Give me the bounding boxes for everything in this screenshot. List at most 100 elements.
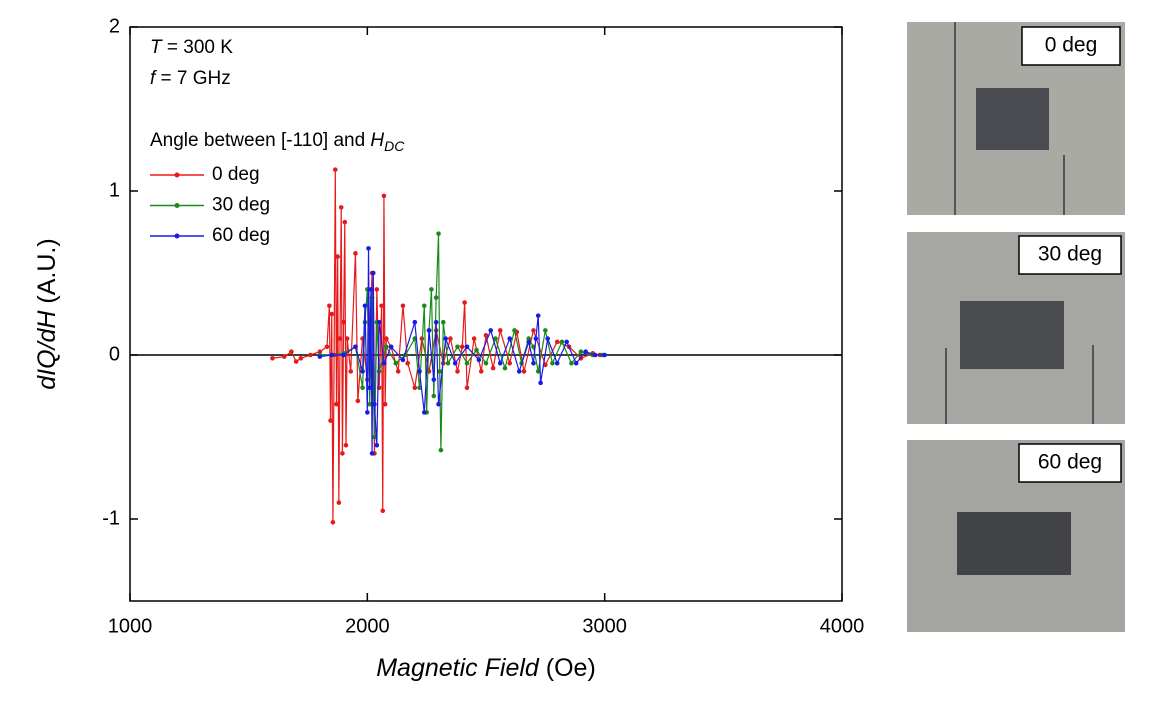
sample <box>957 512 1071 575</box>
legend-title: Angle between [-110] and HDC <box>150 130 405 154</box>
data-point <box>602 352 607 358</box>
annotation: T = 300 K <box>150 37 233 58</box>
data-point <box>335 254 340 259</box>
data-point <box>372 434 377 440</box>
data-point <box>448 336 453 341</box>
data-point <box>317 349 323 355</box>
photo-label: 30 deg <box>1038 243 1102 266</box>
data-point <box>464 360 470 366</box>
data-point <box>455 344 460 350</box>
data-point <box>366 246 371 251</box>
data-point <box>583 349 588 355</box>
data-point <box>433 319 439 325</box>
data-point <box>400 357 406 363</box>
data-point <box>341 319 346 325</box>
data-point <box>559 339 565 345</box>
data-point <box>372 401 377 407</box>
data-point <box>330 519 336 525</box>
data-point <box>374 287 380 292</box>
x-tick-label: 4000 <box>820 615 865 637</box>
data-point <box>521 369 527 374</box>
data-point <box>535 369 541 374</box>
data-point <box>569 360 574 366</box>
photo-label: 60 deg <box>1038 451 1102 474</box>
data-point <box>455 369 460 374</box>
plot: -1 0 1 2 1000 2000 3000 4000 <box>102 15 864 637</box>
data-point <box>436 401 441 407</box>
legend-title-text: Angle between [-110] and <box>150 130 370 151</box>
data-point <box>440 319 446 325</box>
x-label-italic: Magnetic Field <box>376 654 540 682</box>
plot-frame <box>129 26 843 602</box>
data-point <box>476 357 482 363</box>
data-point <box>497 328 503 333</box>
data-point <box>384 336 389 341</box>
data-point <box>578 349 584 355</box>
data-point <box>497 360 503 366</box>
annotation-text: = 300 K <box>162 37 234 58</box>
data-point <box>488 328 494 333</box>
data-point <box>516 369 522 374</box>
data-point <box>381 193 387 199</box>
data-point <box>474 347 479 353</box>
data-point <box>526 339 532 345</box>
data-point <box>395 369 401 374</box>
data-point <box>332 167 338 172</box>
photo-panel: 60 deg <box>907 440 1125 632</box>
data-point <box>483 360 489 366</box>
data-point <box>526 336 532 341</box>
data-point <box>317 354 323 359</box>
data-point <box>353 344 358 350</box>
series-line <box>319 248 605 454</box>
data-point <box>431 377 437 382</box>
legend-label: 0 deg <box>212 164 260 185</box>
data-point <box>367 401 373 407</box>
legend: 0 deg 30 deg 60 deg <box>150 164 270 246</box>
legend-title-symbol: H <box>370 130 384 151</box>
data-point <box>376 369 382 374</box>
data-point <box>365 410 370 415</box>
data-point <box>270 355 275 361</box>
data-point <box>362 303 368 309</box>
data-point <box>573 360 579 366</box>
data-point <box>531 328 536 333</box>
data-point <box>338 205 344 210</box>
annotation: f = 7 GHz <box>150 68 231 89</box>
data-point <box>438 447 444 453</box>
data-point <box>443 336 448 341</box>
data-point <box>367 385 373 391</box>
data-point <box>429 287 434 292</box>
data-point <box>545 336 551 341</box>
data-point <box>380 508 386 514</box>
data-point <box>550 360 555 366</box>
data-point <box>337 336 343 341</box>
data-point <box>483 333 489 338</box>
x-tick-label: 2000 <box>345 615 390 637</box>
data-point <box>421 303 427 309</box>
data-point <box>507 336 513 341</box>
data-point <box>348 369 354 374</box>
data-point <box>374 442 380 448</box>
data-point <box>381 360 387 366</box>
data-point <box>334 401 339 407</box>
data-point <box>464 385 470 391</box>
legend-marker <box>174 172 180 178</box>
legend-marker <box>174 203 180 208</box>
photo-panel: 0 deg <box>907 22 1125 215</box>
data-point <box>417 369 422 374</box>
x-axis-label: Magnetic Field (Oe) <box>376 654 596 682</box>
data-point <box>512 328 517 333</box>
data-point <box>343 442 349 448</box>
photo-label: 0 deg <box>1045 34 1098 57</box>
photo-label-box <box>1018 235 1122 275</box>
data-point <box>507 360 513 366</box>
data-point <box>341 352 346 358</box>
data-point <box>353 251 358 256</box>
annotation-text: = 7 GHz <box>155 68 231 89</box>
photo-label-box <box>1018 443 1122 483</box>
legend-label: 60 deg <box>212 225 270 246</box>
data-point <box>342 219 348 225</box>
data-point <box>329 352 335 358</box>
